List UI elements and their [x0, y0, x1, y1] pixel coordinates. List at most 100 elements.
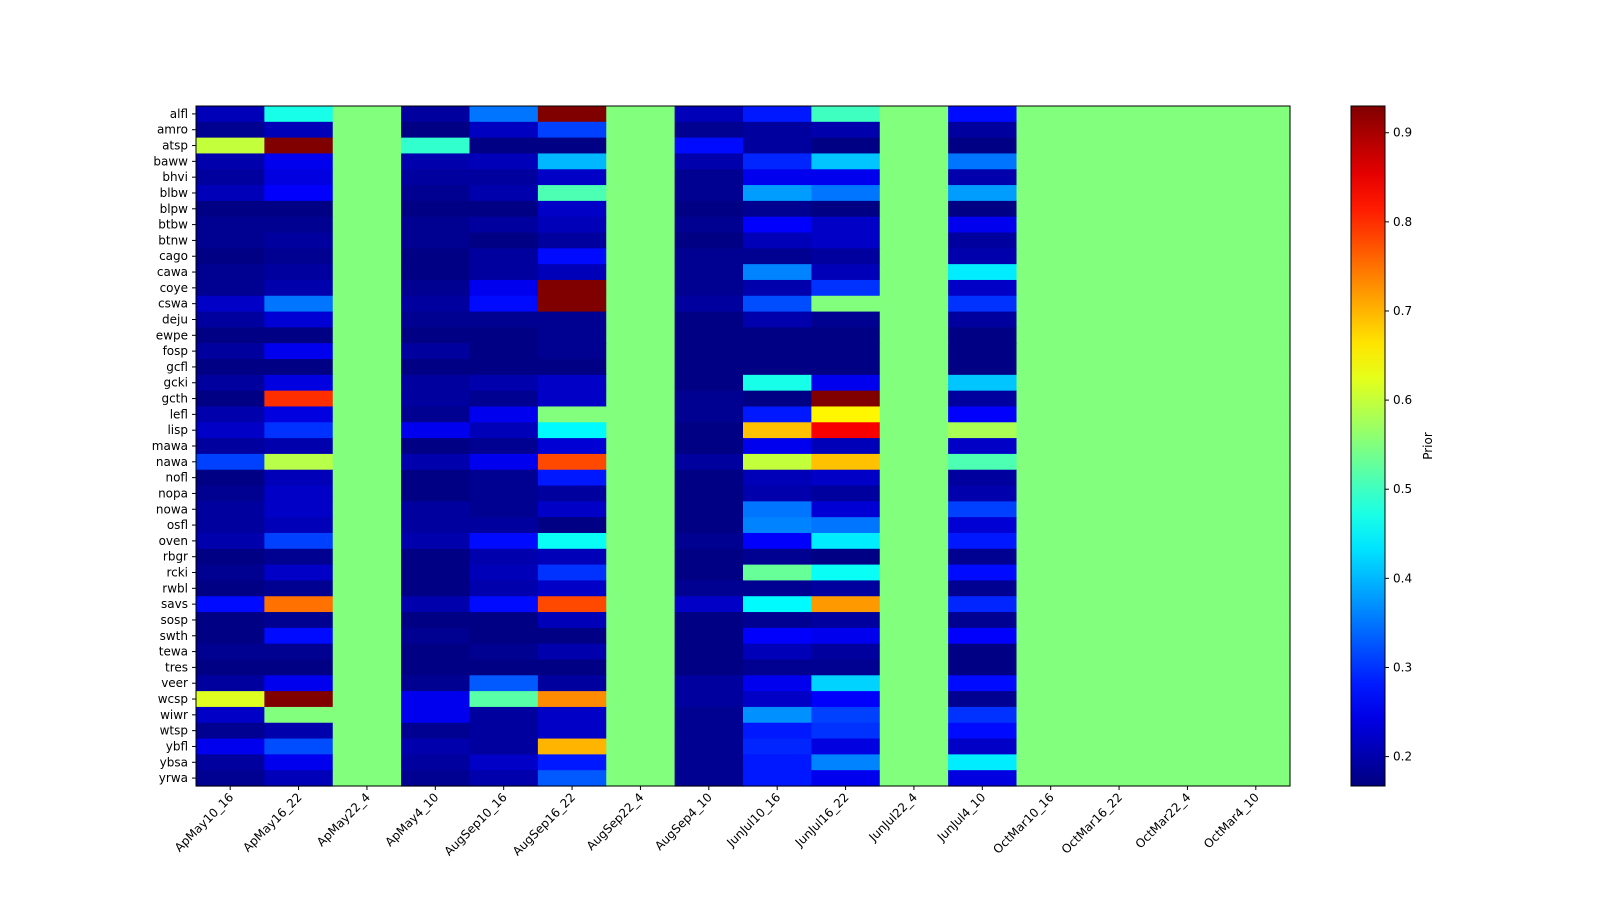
heatmap-cell — [606, 185, 676, 202]
heatmap-cell — [1221, 627, 1291, 645]
heatmap-cell — [537, 596, 607, 613]
heatmap-cell — [743, 121, 812, 139]
heatmap-cell — [537, 216, 607, 234]
heatmap-cell — [196, 406, 265, 423]
y-tick-label: btnw — [158, 233, 188, 247]
heatmap-cell — [401, 343, 471, 360]
heatmap-cell — [469, 612, 539, 629]
heatmap-cell — [743, 485, 812, 502]
heatmap-cell — [332, 374, 402, 392]
heatmap-cell — [879, 106, 949, 123]
heatmap-cell — [1016, 232, 1086, 249]
heatmap-cell — [879, 311, 949, 328]
heatmap-cell — [1016, 185, 1086, 202]
heatmap-cell — [1084, 106, 1154, 123]
heatmap-cell — [332, 659, 402, 676]
heatmap-cell — [401, 532, 471, 550]
heatmap-cell — [879, 200, 949, 218]
heatmap-cell — [264, 390, 334, 408]
y-tick-label: yrwa — [159, 771, 188, 785]
heatmap-cell — [743, 153, 812, 170]
heatmap-cell — [264, 548, 334, 566]
heatmap-cell — [332, 311, 402, 328]
heatmap-cell — [332, 406, 402, 423]
heatmap-cell — [332, 279, 402, 297]
heatmap-cell — [196, 770, 265, 787]
heatmap-cell — [332, 422, 402, 439]
heatmap-cell — [811, 169, 881, 186]
heatmap-cell — [1016, 374, 1086, 392]
heatmap-cell — [674, 659, 744, 676]
heatmap-cell — [606, 469, 676, 487]
heatmap-cell — [196, 327, 265, 344]
heatmap-cell — [674, 501, 744, 518]
heatmap-cell — [1153, 359, 1223, 376]
heatmap-cell — [332, 359, 402, 376]
heatmap-cell — [811, 532, 881, 550]
heatmap-cell — [1221, 532, 1291, 550]
heatmap-cell — [537, 675, 607, 692]
heatmap-cell — [1221, 121, 1291, 139]
heatmap-cell — [264, 216, 334, 234]
heatmap-cell — [401, 643, 471, 661]
heatmap-cell — [879, 485, 949, 502]
heatmap-cell — [1084, 612, 1154, 629]
heatmap-cell — [879, 627, 949, 645]
heatmap-cell — [674, 706, 744, 724]
heatmap-cell — [606, 706, 676, 724]
heatmap-cell — [1153, 691, 1223, 708]
heatmap-cell — [879, 390, 949, 408]
y-tick-label: wcsp — [158, 692, 188, 706]
heatmap-cell — [1016, 343, 1086, 360]
heatmap-cell — [1153, 406, 1223, 423]
heatmap-cell — [948, 327, 1018, 344]
heatmap-cell — [264, 279, 334, 297]
heatmap-cell — [1084, 548, 1154, 566]
heatmap-cell — [469, 675, 539, 692]
heatmap-cell — [674, 564, 744, 582]
heatmap-cell — [469, 121, 539, 139]
heatmap-cell — [537, 501, 607, 518]
heatmap-cell — [948, 548, 1018, 566]
heatmap-cell — [264, 517, 334, 534]
x-tick-label: OctMar22_4 — [1133, 790, 1194, 851]
colorbar-tick-label: 0.5 — [1393, 482, 1412, 496]
heatmap-cell — [1084, 279, 1154, 297]
heatmap-cell — [606, 485, 676, 502]
heatmap-cell — [332, 501, 402, 518]
x-tick-label: OctMar16_22 — [1059, 790, 1125, 856]
heatmap-cell — [1016, 453, 1086, 471]
heatmap-cell — [811, 359, 881, 376]
heatmap-cell — [196, 390, 265, 408]
heatmap-cell — [196, 185, 265, 202]
heatmap-cell — [537, 627, 607, 645]
y-tick-label: veer — [161, 676, 188, 690]
heatmap-cell — [948, 517, 1018, 534]
heatmap-cell — [1221, 754, 1291, 771]
heatmap-cell — [196, 264, 265, 281]
heatmap-cell — [811, 248, 881, 265]
heatmap-cell — [743, 295, 812, 313]
heatmap-cell — [743, 770, 812, 787]
heatmap-cell — [1084, 754, 1154, 771]
heatmap-cell — [401, 453, 471, 471]
heatmap-cell — [469, 738, 539, 755]
heatmap-cell — [1016, 279, 1086, 297]
heatmap-cell — [196, 548, 265, 566]
heatmap-cell — [1016, 596, 1086, 613]
heatmap-cell — [606, 422, 676, 439]
heatmap-cell — [743, 390, 812, 408]
heatmap-cell — [1153, 327, 1223, 344]
heatmap-cell — [674, 675, 744, 692]
heatmap-cell — [811, 279, 881, 297]
heatmap-cell — [264, 627, 334, 645]
heatmap-cell — [264, 738, 334, 755]
heatmap-cell — [1016, 106, 1086, 123]
heatmap-cell — [1153, 722, 1223, 740]
heatmap-cell — [196, 374, 265, 392]
heatmap-cell — [948, 770, 1018, 787]
heatmap-cell — [743, 691, 812, 708]
x-tick-label: AugSep10_16 — [442, 790, 510, 858]
heatmap-cell — [401, 232, 471, 249]
heatmap-cell — [401, 359, 471, 376]
